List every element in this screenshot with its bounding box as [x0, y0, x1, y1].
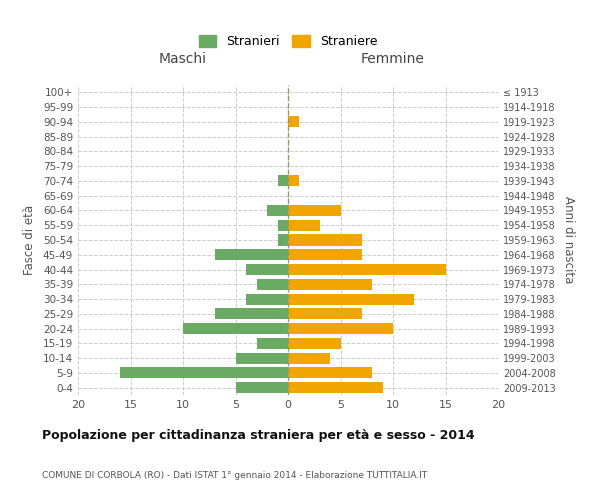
- Bar: [267, 205, 288, 216]
- Bar: [215, 249, 288, 260]
- Bar: [288, 279, 372, 290]
- Bar: [277, 234, 288, 246]
- Bar: [288, 176, 299, 186]
- Y-axis label: Anni di nascita: Anni di nascita: [562, 196, 575, 284]
- Bar: [288, 308, 361, 320]
- Bar: [257, 338, 288, 349]
- Bar: [120, 368, 288, 378]
- Bar: [288, 264, 445, 275]
- Bar: [288, 352, 330, 364]
- Bar: [288, 249, 361, 260]
- Bar: [288, 220, 320, 231]
- Bar: [183, 323, 288, 334]
- Text: COMUNE DI CORBOLA (RO) - Dati ISTAT 1° gennaio 2014 - Elaborazione TUTTITALIA.IT: COMUNE DI CORBOLA (RO) - Dati ISTAT 1° g…: [42, 471, 427, 480]
- Bar: [288, 234, 361, 246]
- Y-axis label: Fasce di età: Fasce di età: [23, 205, 36, 275]
- Bar: [288, 294, 414, 304]
- Text: Maschi: Maschi: [159, 52, 207, 66]
- Bar: [235, 382, 288, 393]
- Text: Popolazione per cittadinanza straniera per età e sesso - 2014: Popolazione per cittadinanza straniera p…: [42, 430, 475, 442]
- Bar: [277, 220, 288, 231]
- Bar: [277, 176, 288, 186]
- Bar: [288, 323, 393, 334]
- Bar: [257, 279, 288, 290]
- Bar: [246, 264, 288, 275]
- Bar: [235, 352, 288, 364]
- Bar: [246, 294, 288, 304]
- Bar: [215, 308, 288, 320]
- Bar: [288, 338, 341, 349]
- Legend: Stranieri, Straniere: Stranieri, Straniere: [196, 32, 380, 50]
- Bar: [288, 382, 383, 393]
- Bar: [288, 205, 341, 216]
- Text: Femmine: Femmine: [361, 52, 425, 66]
- Bar: [288, 116, 299, 128]
- Bar: [288, 368, 372, 378]
